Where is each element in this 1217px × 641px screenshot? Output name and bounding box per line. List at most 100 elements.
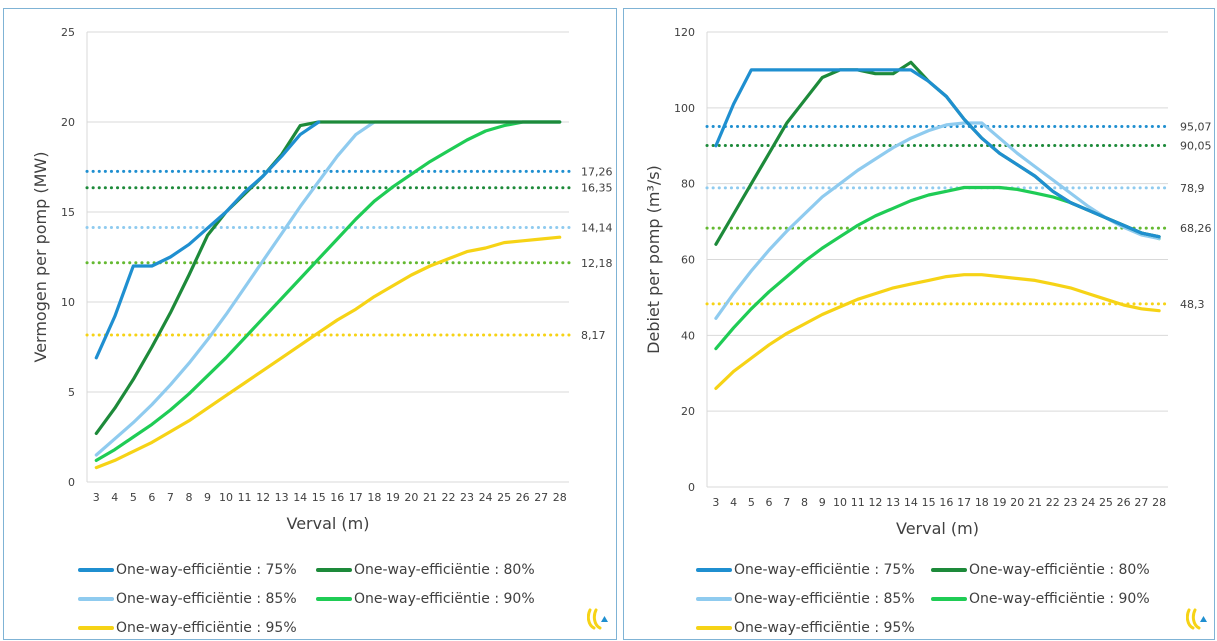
reference-label: 78,9 <box>1180 182 1205 195</box>
x-tick-label: 19 <box>386 491 400 504</box>
y-tick-label: 20 <box>681 405 695 418</box>
x-tick-label: 27 <box>1134 496 1148 509</box>
x-axis-title: Verval (m) <box>287 514 370 533</box>
series-line <box>714 273 1161 390</box>
legend-item: One-way-efficiëntie : 75% <box>696 559 915 581</box>
legend-label: One-way-efficiëntie : 75% <box>734 562 915 578</box>
x-tick-label: 7 <box>783 496 790 509</box>
y-tick-label: 80 <box>681 178 695 191</box>
x-tick-label: 22 <box>442 491 456 504</box>
legend-item: One-way-efficiëntie : 80% <box>931 559 1150 581</box>
legend-swatch <box>78 597 114 601</box>
series-line <box>94 120 321 360</box>
x-tick-label: 26 <box>516 491 530 504</box>
reference-label: 48,3 <box>1180 298 1205 311</box>
reference-label: 17,26 <box>581 165 613 178</box>
reference-label: 16,35 <box>581 182 613 195</box>
legend-item: One-way-efficiëntie : 90% <box>931 588 1150 610</box>
x-tick-label: 14 <box>904 496 918 509</box>
legend-label: One-way-efficiëntie : 85% <box>116 591 297 607</box>
y-axis-title: Vermogen per pomp (MW) <box>31 152 50 363</box>
x-tick-label: 17 <box>349 491 363 504</box>
x-tick-label: 10 <box>833 496 847 509</box>
y-tick-label: 20 <box>61 116 75 129</box>
legend-swatch <box>696 597 732 601</box>
chart-panel-debiet: 0 20 40 60 80 100 120 3 4 5 6 7 8 9 10 11 12 13 14 15 16 17 18… <box>623 8 1215 640</box>
x-tick-label: 4 <box>111 491 118 504</box>
x-tick-label: 27 <box>534 491 548 504</box>
y-tick-label: 100 <box>674 102 695 115</box>
legend-swatch <box>78 568 114 572</box>
x-tick-label: 20 <box>404 491 418 504</box>
legend-swatch <box>316 597 352 601</box>
x-tick-label: 12 <box>256 491 270 504</box>
x-tick-label: 10 <box>219 491 233 504</box>
x-tick-label: 28 <box>553 491 567 504</box>
y-tick-label: 60 <box>681 254 695 267</box>
legend-label: One-way-efficiëntie : 80% <box>969 562 1150 578</box>
x-tick-label: 16 <box>939 496 953 509</box>
x-tick-label: 4 <box>730 496 737 509</box>
legend-swatch <box>931 568 967 572</box>
legend-item: One-way-efficiëntie : 75% <box>78 559 297 581</box>
x-tick-label: 3 <box>712 496 719 509</box>
x-tick-label: 23 <box>460 491 474 504</box>
x-tick-label: 24 <box>479 491 493 504</box>
x-tick-label: 13 <box>886 496 900 509</box>
y-axis-title: Debiet per pomp (m³/s) <box>644 165 663 354</box>
legend-item: One-way-efficiëntie : 80% <box>316 559 535 581</box>
x-tick-label: 25 <box>1099 496 1113 509</box>
y-tick-label: 25 <box>61 26 75 39</box>
x-tick-label: 14 <box>293 491 307 504</box>
legend-swatch <box>931 597 967 601</box>
x-tick-label: 11 <box>238 491 252 504</box>
x-tick-label: 8 <box>801 496 808 509</box>
x-tick-label: 26 <box>1117 496 1131 509</box>
legend-label: One-way-efficiëntie : 95% <box>116 620 297 636</box>
reference-label: 68,26 <box>1180 222 1212 235</box>
x-tick-label: 18 <box>975 496 989 509</box>
x-tick-label: 9 <box>819 496 826 509</box>
x-tick-label: 21 <box>423 491 437 504</box>
series-line <box>94 120 562 462</box>
legend-label: One-way-efficiëntie : 85% <box>734 591 915 607</box>
x-tick-label: 8 <box>185 491 192 504</box>
legend-swatch <box>316 568 352 572</box>
x-tick-label: 6 <box>148 491 155 504</box>
y-tick-label: 10 <box>61 296 75 309</box>
reference-label: 12,18 <box>581 257 613 270</box>
legend-swatch <box>696 626 732 630</box>
legend-item: One-way-efficiëntie : 85% <box>78 588 297 610</box>
x-tick-label: 5 <box>748 496 755 509</box>
legend-item: One-way-efficiëntie : 85% <box>696 588 915 610</box>
legend-swatch <box>696 568 732 572</box>
x-tick-label: 25 <box>497 491 511 504</box>
legend-item: One-way-efficiëntie : 95% <box>696 617 915 639</box>
x-tick-label: 9 <box>204 491 211 504</box>
x-tick-label: 24 <box>1081 496 1095 509</box>
x-tick-label: 3 <box>93 491 100 504</box>
reference-label: 8,17 <box>581 329 606 342</box>
x-tick-label: 22 <box>1046 496 1060 509</box>
chart-panel-vermogen: 0 5 10 15 20 25 3 4 5 6 7 8 9 10 11 12 13 14 15 16 17 18 19 20 2… <box>3 8 617 640</box>
x-tick-label: 17 <box>957 496 971 509</box>
x-tick-label: 6 <box>766 496 773 509</box>
x-tick-label: 11 <box>851 496 865 509</box>
reference-label: 90,05 <box>1180 140 1212 153</box>
x-tick-label: 12 <box>868 496 882 509</box>
legend-label: One-way-efficiëntie : 90% <box>354 591 535 607</box>
x-tick-label: 5 <box>130 491 137 504</box>
legend-vermogen: One-way-efficiëntie : 75% One-way-efficië… <box>4 555 616 641</box>
legend-item: One-way-efficiëntie : 95% <box>78 617 297 639</box>
y-tick-label: 5 <box>68 386 75 399</box>
x-axis-title: Verval (m) <box>896 519 979 538</box>
legend-label: One-way-efficiëntie : 80% <box>354 562 535 578</box>
x-tick-label: 15 <box>312 491 326 504</box>
y-tick-label: 15 <box>61 206 75 219</box>
x-tick-label: 20 <box>1010 496 1024 509</box>
x-tick-label: 23 <box>1063 496 1077 509</box>
x-tick-label: 19 <box>993 496 1007 509</box>
x-tick-label: 28 <box>1152 496 1166 509</box>
legend-swatch <box>78 626 114 630</box>
